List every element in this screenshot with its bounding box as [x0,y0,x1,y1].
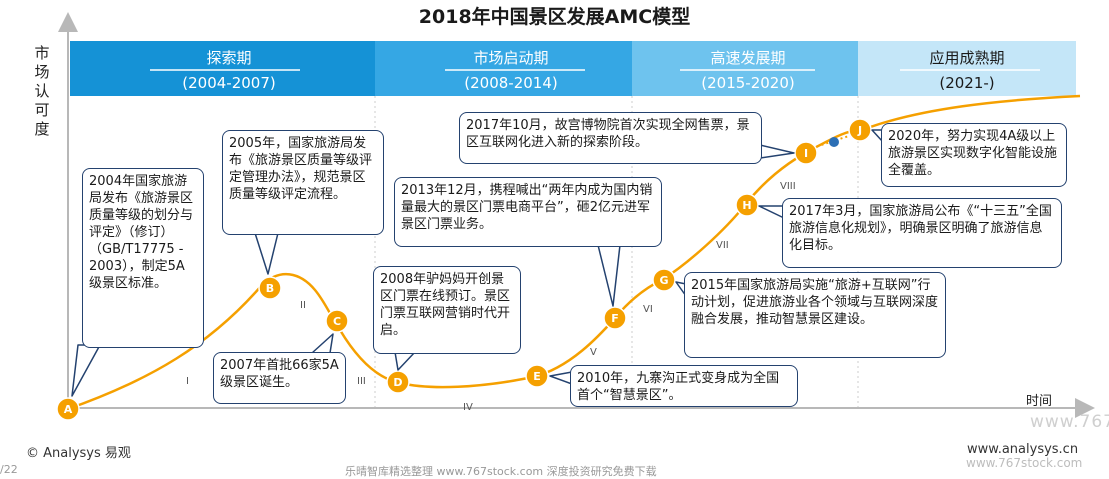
callout-note-j: 2020年，努力实现4A级以上旅游景区实现数字化智能设施全覆盖。 [881,123,1067,187]
callout-note-a: 2004年国家旅游局发布《旅游景区质量等级的划分与评定》（修订）（GB/T177… [82,168,204,348]
callout-tail-a [71,344,101,397]
watermark-bottom: www.767stock.com [966,456,1083,470]
callout-note-g: 2015年国家旅游局实施“旅游+互联网”行动计划，促进旅游业各个领域与互联网深度… [684,272,946,358]
node-f: F [603,306,627,330]
y-axis-label: 市场认可度 [34,44,50,138]
node-j: J [848,118,872,142]
phase-band-4 [858,41,1076,96]
segment-label-7: VII [716,240,729,251]
phase-years-2: (2008-2014) [464,74,557,92]
development-curve [67,94,1081,411]
svg-text:D: D [393,376,402,389]
page-title: 2018年中国景区发展AMC模型 [418,6,691,28]
callout-tail-h [758,205,785,219]
callout-tail-c [311,333,334,354]
callout-note-d: 2008年驴妈妈开创景区门票在线预订。景区门票互联网营销时代开启。 [373,266,521,354]
page-number: /22 [0,463,18,476]
svg-text:J: J [857,124,862,137]
callout-tail-d [394,351,416,371]
segment-label-3: III [357,376,366,387]
phase-band-2 [375,41,632,96]
callout-tail-i [759,144,795,159]
callout-note-e: 2010年，九寨沟正式变身成为全国首个“智慧景区”。 [570,365,798,407]
svg-text:H: H [742,199,751,212]
svg-text:E: E [533,370,541,383]
phase-name-2: 市场启动期 [473,49,548,67]
callout-tail-e [549,371,573,385]
segment-label-8: VIII [780,181,796,192]
footer-copyright: © Analysys 易观 [26,446,131,461]
svg-text:G: G [659,274,668,287]
svg-text:I: I [804,147,808,160]
callout-note-b: 2005年，国家旅游局发布《旅游景区质量等级评定管理办法》，规范景区质量等级评定… [222,130,384,235]
segment-label-1: I [186,376,189,387]
callout-tail-f [597,244,621,307]
svg-text:A: A [64,403,73,416]
segment-label-6: VI [643,304,653,315]
svg-text:C: C [333,315,341,328]
segment-label-2: II [300,300,306,311]
phase-years-4: (2021-) [939,74,994,92]
phase-name-4: 应用成熟期 [929,49,1004,67]
segment-label-4: IV [463,402,473,413]
phase-band-3 [632,41,858,96]
phase-years-1: (2004-2007) [182,74,275,92]
phase-name-1: 探索期 [206,49,251,67]
node-a: A [56,397,80,421]
phase-band-1 [70,41,375,96]
svg-text:B: B [266,282,274,295]
node-h: H [735,193,759,217]
node-e: E [525,364,549,388]
callout-note-f: 2013年12月，携程喊出“两年内成为国内销量最大的景区门票电商平台”，砸2亿元… [394,177,662,247]
footer-website: www.analysys.cn [967,442,1079,457]
callout-tail-b [254,232,279,275]
callout-note-h: 2017年3月，国家旅游局公布《“十三五”全国旅游信息化规划》，明确景区明确了旅… [782,198,1062,268]
phase-years-3: (2015-2020) [701,74,794,92]
node-b: B [258,276,282,300]
x-axis-label: 时间 [1026,394,1053,409]
timeline-marker-dot [829,137,839,147]
callout-note-i: 2017年10月，故宫博物院首次实现全网售票，景区互联网化进入新的探索阶段。 [459,112,762,164]
node-g: G [652,268,676,292]
svg-text:F: F [611,312,619,325]
phase-name-3: 高速发展期 [710,49,785,67]
segment-label-5: V [590,347,597,358]
footer-strip: 乐晴智库精选整理 www.767stock.com 深度投资研究免费下载 [345,465,657,478]
callout-note-c: 2007年首批66家5A级景区诞生。 [213,352,346,404]
node-d: D [386,370,410,394]
node-c: C [325,309,349,333]
watermark-top: www.767st [1030,412,1109,432]
node-i: I [794,141,818,165]
